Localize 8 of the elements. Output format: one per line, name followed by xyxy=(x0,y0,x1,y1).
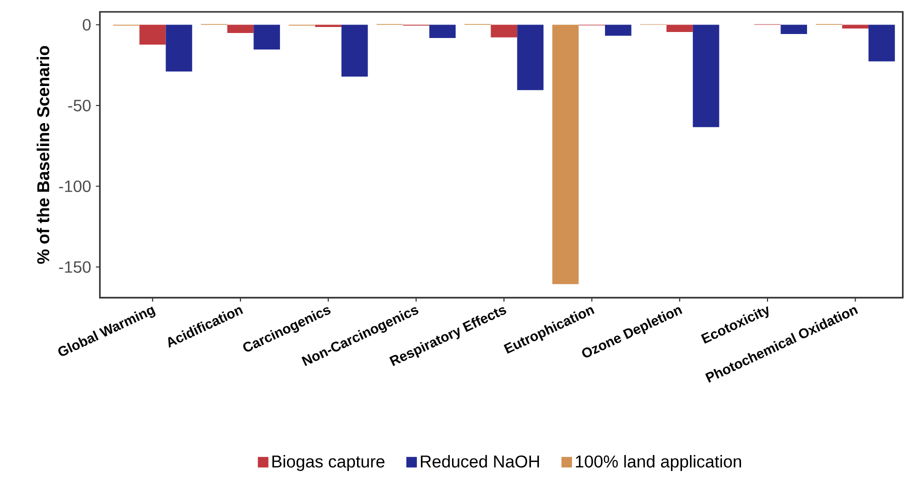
legend-label: 100% land application xyxy=(576,454,742,471)
y-tick-label: 0 xyxy=(82,18,91,31)
y-axis-title: % of the Baseline Scenario xyxy=(36,46,50,264)
y-tick-label: -50 xyxy=(68,100,91,112)
legend-label: Reduced NaOH xyxy=(420,454,539,468)
y-tick-label: -100 xyxy=(59,180,91,192)
y-tick-label: -150 xyxy=(59,261,91,273)
legend-label: Biogas capture xyxy=(272,454,384,471)
